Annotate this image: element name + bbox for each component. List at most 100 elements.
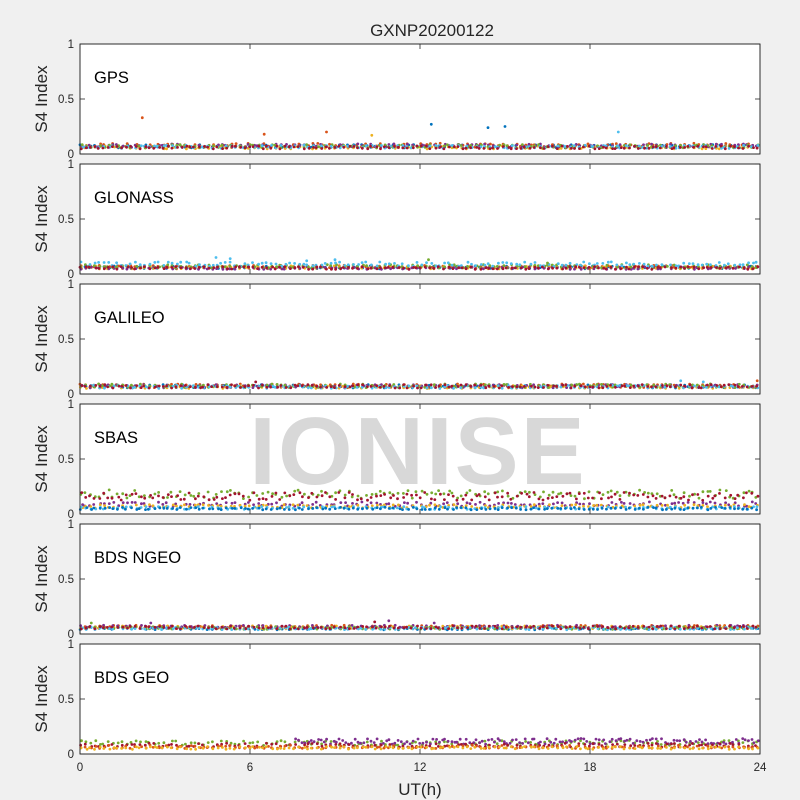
data-point xyxy=(482,147,486,150)
data-point xyxy=(348,144,352,148)
data-point xyxy=(652,383,656,387)
data-point xyxy=(500,624,504,628)
data-point xyxy=(456,385,460,388)
data-point xyxy=(561,267,564,271)
data-point xyxy=(265,144,268,148)
data-point xyxy=(130,383,133,387)
data-point xyxy=(536,386,540,389)
data-point xyxy=(646,495,650,499)
data-point xyxy=(569,494,573,497)
data-point xyxy=(542,386,545,389)
data-point xyxy=(495,267,499,271)
data-point xyxy=(605,263,609,267)
data-point xyxy=(483,142,486,146)
outlier-point xyxy=(701,380,705,384)
data-point xyxy=(269,385,272,389)
data-point xyxy=(530,384,533,388)
data-point xyxy=(573,506,576,509)
data-point xyxy=(224,496,227,499)
data-point xyxy=(305,504,309,507)
data-point xyxy=(736,385,740,388)
data-point xyxy=(187,491,191,495)
data-point xyxy=(269,146,273,150)
data-point xyxy=(501,267,505,271)
data-point xyxy=(460,264,463,267)
data-point xyxy=(224,501,228,504)
data-point xyxy=(632,384,636,388)
data-point xyxy=(434,144,438,147)
data-point xyxy=(528,490,531,494)
data-point xyxy=(534,506,538,510)
data-point xyxy=(638,144,641,148)
data-point xyxy=(185,147,188,151)
data-point xyxy=(448,145,451,149)
data-point xyxy=(342,145,346,149)
data-point xyxy=(117,495,121,499)
data-point xyxy=(692,501,696,504)
data-point xyxy=(601,386,605,390)
data-point xyxy=(328,142,331,146)
data-point xyxy=(243,146,247,150)
data-point xyxy=(130,627,134,631)
data-point xyxy=(442,147,446,151)
data-point xyxy=(433,506,437,510)
data-point xyxy=(750,491,754,495)
data-point xyxy=(506,501,510,505)
data-point xyxy=(89,505,93,508)
data-point xyxy=(320,147,324,150)
data-point xyxy=(311,503,315,506)
data-point xyxy=(615,490,619,494)
data-point xyxy=(361,507,364,511)
data-point xyxy=(224,506,228,510)
data-point xyxy=(575,263,579,266)
data-point xyxy=(220,385,224,389)
data-point xyxy=(655,503,659,507)
data-point xyxy=(560,504,564,508)
data-point xyxy=(570,383,573,387)
data-point xyxy=(486,492,490,496)
data-point xyxy=(251,386,255,389)
data-point xyxy=(83,384,87,388)
data-point xyxy=(278,265,281,269)
data-point xyxy=(610,501,614,504)
data-point xyxy=(83,491,87,494)
data-point xyxy=(84,265,88,269)
data-point xyxy=(320,489,323,493)
data-point xyxy=(423,385,427,389)
panel-label: GALILEO xyxy=(94,309,165,327)
data-point xyxy=(424,383,427,387)
data-point xyxy=(430,262,434,265)
data-point xyxy=(197,492,201,495)
data-point xyxy=(138,147,142,151)
data-point xyxy=(493,507,497,510)
data-point xyxy=(300,384,304,387)
data-point xyxy=(261,492,265,495)
data-point xyxy=(278,506,282,510)
data-point xyxy=(692,145,695,149)
data-point xyxy=(560,144,564,148)
data-point xyxy=(134,503,138,507)
data-point xyxy=(284,262,288,266)
data-point xyxy=(247,495,251,499)
data-point xyxy=(415,261,419,264)
data-point xyxy=(701,501,705,504)
data-point xyxy=(477,493,481,496)
data-point xyxy=(329,264,332,267)
data-point xyxy=(239,386,242,389)
data-point xyxy=(189,267,192,270)
data-point xyxy=(275,265,279,269)
data-point xyxy=(496,624,500,627)
data-point xyxy=(539,264,542,267)
data-point xyxy=(334,267,337,271)
data-point xyxy=(396,497,399,501)
data-point xyxy=(733,501,737,505)
data-point xyxy=(206,383,210,387)
data-point xyxy=(260,261,264,265)
data-point xyxy=(556,507,560,510)
data-point xyxy=(193,503,197,507)
data-point xyxy=(388,491,392,495)
data-point xyxy=(221,497,224,500)
data-point xyxy=(234,145,237,148)
data-point xyxy=(275,501,278,505)
data-point xyxy=(583,497,586,501)
